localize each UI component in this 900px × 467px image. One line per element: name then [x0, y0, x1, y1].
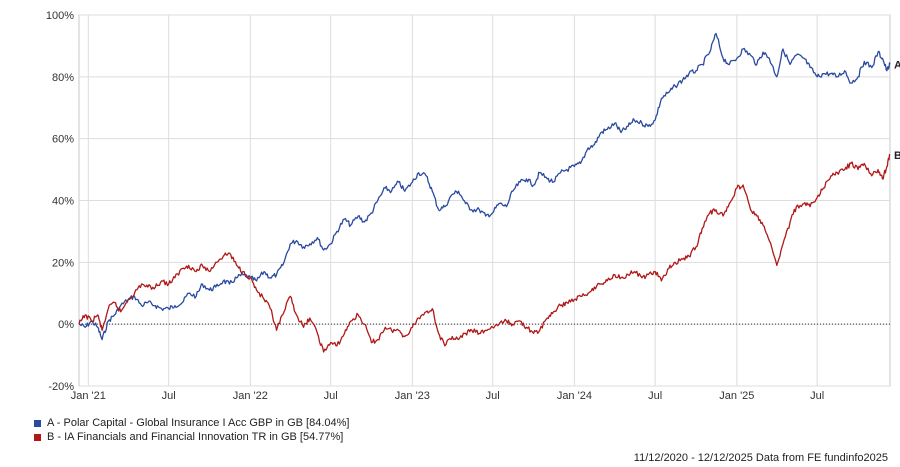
y-tick-label: 20% — [52, 257, 74, 269]
series-end-label-a: A — [894, 59, 900, 71]
y-tick-label: 0% — [58, 319, 74, 331]
x-tick-label: Jan '24 — [557, 390, 592, 402]
legend-entry-b: B - IA Financials and Financial Innovati… — [34, 430, 349, 444]
y-tick-label: 40% — [52, 196, 74, 208]
legend-swatch-a — [34, 419, 41, 427]
x-tick-label: Jul — [324, 390, 338, 402]
legend-swatch-b — [34, 433, 41, 441]
x-tick-label: Jan '22 — [233, 390, 268, 402]
legend: A - Polar Capital - Global Insurance I A… — [34, 416, 349, 444]
series-lines — [78, 32, 891, 353]
x-tick-label: Jan '23 — [395, 390, 430, 402]
x-tick-label: Jul — [810, 390, 824, 402]
y-tick-label: 60% — [52, 134, 74, 146]
series-end-labels: AB — [894, 59, 900, 161]
data-source-footer: 11/12/2020 - 12/12/2025 Data from FE fun… — [633, 452, 888, 464]
legend-label-a: A - Polar Capital - Global Insurance I A… — [47, 417, 350, 429]
y-tick-label: -20% — [48, 381, 74, 393]
y-tick-label: 80% — [52, 72, 74, 84]
legend-entry-a: A - Polar Capital - Global Insurance I A… — [34, 416, 349, 430]
x-tick-label: Jul — [162, 390, 176, 402]
series-end-label-b: B — [894, 150, 900, 162]
performance-line-chart: 100% 80% 60% 40% 20% 0% -20% Jan '21 Jul Jan '22… — [46, 10, 900, 402]
x-tick-label: Jul — [648, 390, 662, 402]
x-tick-label: Jul — [486, 390, 500, 402]
y-axis-tick-labels: 100% 80% 60% 40% 20% 0% -20% — [46, 10, 74, 393]
x-tick-label: Jan '25 — [719, 390, 754, 402]
series-line-b — [78, 153, 891, 353]
series-line-a — [78, 32, 891, 341]
legend-label-b: B - IA Financials and Financial Innovati… — [47, 431, 344, 443]
x-tick-label: Jan '21 — [71, 390, 106, 402]
x-axis-tick-labels: Jan '21 Jul Jan '22 Jul Jan '23 Jul Jan '24 Jul… — [71, 390, 824, 402]
y-tick-label: 100% — [46, 10, 74, 22]
